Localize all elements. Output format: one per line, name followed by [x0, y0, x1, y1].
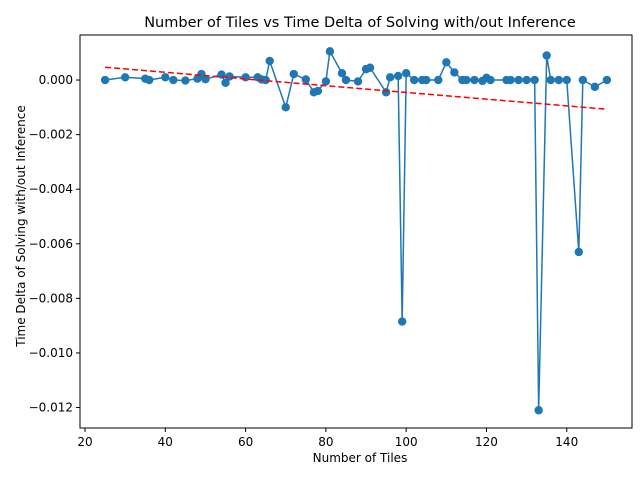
x-axis-label: Number of Tiles: [313, 451, 408, 465]
y-tick-label: −0.012: [29, 401, 73, 415]
data-point: [554, 75, 563, 85]
data-point: [385, 73, 395, 82]
data-point: [562, 75, 571, 85]
data-point: [289, 69, 298, 79]
data-point: [325, 47, 335, 56]
data-point: [450, 68, 459, 77]
data-point: [434, 75, 443, 85]
data-point: [365, 63, 375, 72]
x-tick-label: 80: [318, 435, 333, 449]
data-point: [145, 75, 154, 85]
data-point: [514, 75, 523, 85]
data-point: [313, 86, 323, 96]
plot-area-frame: [79, 34, 633, 429]
data-point: [470, 75, 479, 85]
data-point: [100, 75, 110, 85]
data-point: [241, 73, 250, 82]
data-point: [574, 247, 584, 257]
data-point: [221, 78, 230, 87]
x-tick-label: 20: [77, 435, 92, 449]
data-point: [486, 75, 495, 85]
data-point: [353, 77, 363, 86]
data-point: [542, 51, 551, 60]
data-point: [522, 75, 531, 85]
data-point: [261, 75, 270, 85]
data-point: [281, 103, 290, 112]
data-point: [530, 75, 539, 85]
data-point: [590, 82, 600, 92]
data-point: [161, 73, 170, 82]
x-tick-label: 140: [555, 435, 578, 449]
trend-line: [105, 66, 607, 110]
data-point: [341, 75, 351, 85]
data-point: [546, 75, 555, 85]
data-point: [381, 88, 391, 97]
data-point: [578, 75, 588, 85]
axis-ticks: 20 40 60 80 100 120 140 −0.012 −0.010 −0.008 −0.00…: [29, 73, 579, 449]
series-line: [104, 50, 608, 412]
data-point: [321, 77, 331, 86]
y-tick-label: −0.006: [29, 237, 73, 251]
data-point: [401, 69, 411, 78]
data-series: [100, 47, 612, 415]
data-point: [337, 69, 347, 78]
data-point: [225, 72, 234, 81]
data-point: [602, 75, 612, 85]
data-point: [301, 75, 311, 84]
data-point: [462, 75, 471, 85]
data-point: [181, 76, 190, 85]
data-point: [410, 75, 419, 85]
y-axis-label: Time Delta of Solving with/out Inference: [14, 105, 28, 348]
data-point: [169, 75, 178, 85]
x-tick-label: 60: [238, 435, 253, 449]
data-point: [201, 75, 210, 84]
x-tick-label: 100: [395, 435, 418, 449]
data-point: [265, 56, 274, 66]
data-point: [442, 58, 451, 67]
x-tick-label: 120: [475, 435, 498, 449]
y-tick-label: −0.002: [29, 128, 73, 142]
y-tick-label: −0.010: [29, 346, 73, 360]
data-point: [422, 75, 431, 85]
data-point: [393, 71, 403, 81]
chart-title: Number of Tiles vs Time Delta of Solving…: [144, 15, 576, 31]
data-point: [120, 73, 130, 82]
trend-layer: [105, 66, 607, 110]
y-tick-label: −0.008: [29, 291, 73, 305]
y-tick-label: 0.000: [39, 73, 73, 87]
y-tick-label: −0.004: [29, 182, 73, 196]
data-point: [534, 406, 543, 415]
x-tick-label: 40: [158, 435, 173, 449]
data-point: [397, 317, 407, 326]
data-point: [506, 75, 515, 85]
